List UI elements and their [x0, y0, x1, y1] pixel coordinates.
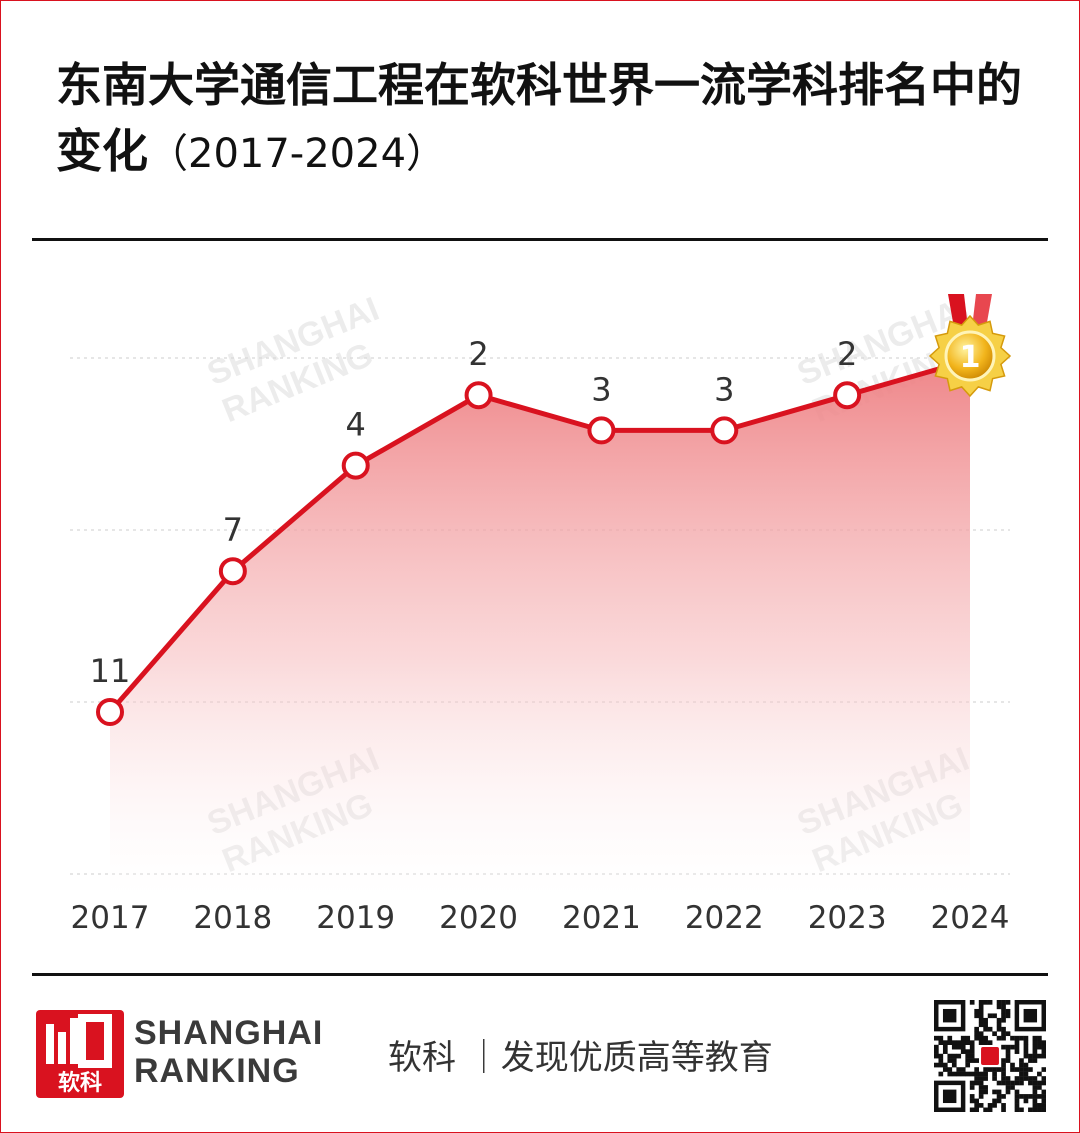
data-label: 7: [223, 511, 243, 549]
title-years: （2017-2024）: [148, 131, 447, 177]
data-point: [96, 698, 124, 726]
qr-code-icon: [934, 1000, 1047, 1113]
data-label: 4: [346, 406, 366, 444]
x-tick-label: 2017: [71, 900, 150, 936]
x-tick-label: 2021: [562, 900, 641, 936]
x-tick-label: 2024: [931, 900, 1010, 936]
x-tick-label: 2020: [439, 900, 518, 936]
top-divider: [32, 238, 1048, 241]
chart-title: 东南大学通信工程在软科世界一流学科排名中的变化（2017-2024）: [56, 52, 1036, 187]
brand-logo-icon: 软科: [36, 1010, 124, 1098]
series-line: [108, 357, 971, 714]
data-point: [710, 416, 739, 445]
data-label: 11: [90, 652, 131, 690]
data-point: [341, 451, 370, 480]
data-label: 2: [837, 335, 857, 373]
x-tick-label: 2022: [685, 900, 764, 936]
data-point: [833, 381, 862, 410]
x-tick-label: 2018: [193, 900, 272, 936]
gold-medal-icon: 1: [928, 294, 1012, 398]
ranking-chart: 11 7 4 2 3 3 2 2017 2018 2019 2020 2021 2022 2023 202…: [70, 294, 1012, 936]
brand-line1: SHANGHAI: [134, 1014, 324, 1052]
data-label: 3: [591, 370, 611, 408]
data-point: [218, 557, 247, 586]
data-label: 2: [468, 335, 488, 373]
brand-wordmark: SHANGHAI RANKING: [134, 1014, 323, 1090]
title-main: 东南大学通信工程在软科世界一流学科排名中的变化: [56, 58, 1022, 178]
data-point: [587, 416, 616, 445]
x-tick-label: 2023: [808, 900, 887, 936]
footer: 软科 SHANGHAI RANKING 软科 ｜发现优质高等教育: [0, 990, 1080, 1120]
brand-line2: RANKING: [134, 1052, 300, 1090]
data-label: 1: [960, 340, 981, 375]
area-fill: [110, 360, 970, 900]
slogan: 软科 ｜发现优质高等教育: [388, 1038, 773, 1078]
data-label: 3: [714, 370, 734, 408]
x-tick-label: 2019: [316, 900, 395, 936]
brand-cn: 软科: [58, 1070, 102, 1096]
data-point: [464, 381, 493, 410]
bottom-divider: [32, 973, 1048, 976]
